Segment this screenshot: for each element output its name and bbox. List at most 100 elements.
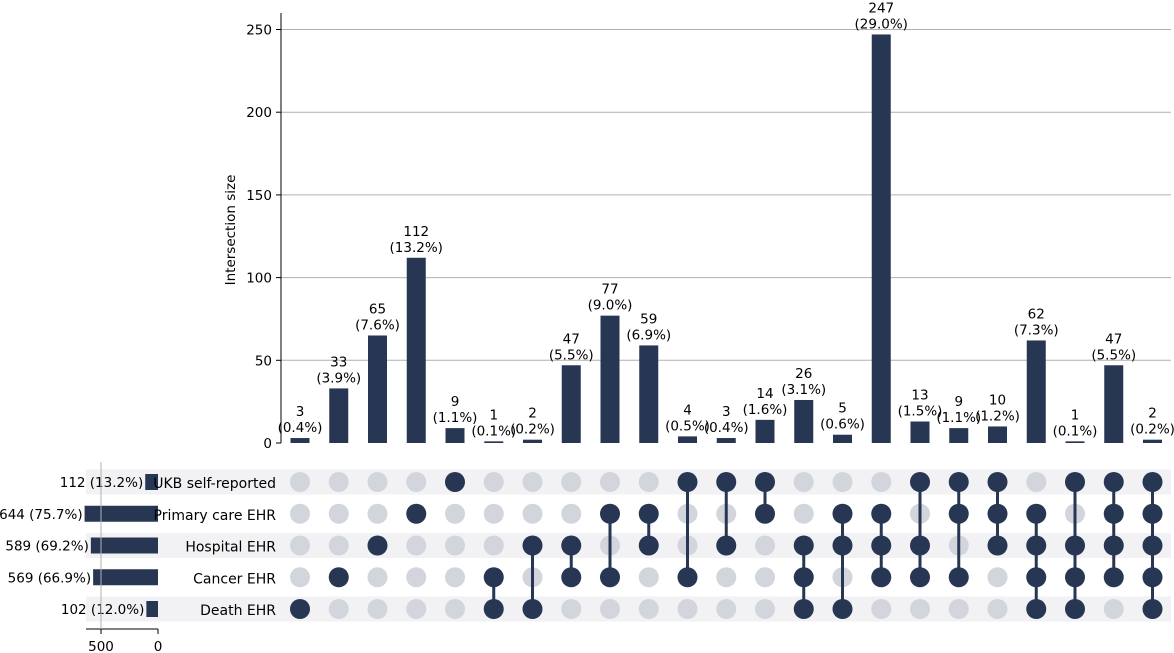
matrix-dot-active: [1142, 567, 1163, 588]
bar-count-label: 33: [330, 354, 347, 370]
matrix-dot-active: [948, 472, 969, 492]
matrix-dot-inactive: [290, 535, 310, 556]
bar-percent-label: (1.6%): [743, 402, 788, 418]
matrix-dot-inactive: [871, 472, 892, 492]
y-tick-label: 0: [263, 436, 272, 452]
set-name-label: Primary care EHR: [154, 508, 277, 524]
matrix-dot-active: [290, 599, 310, 619]
matrix-dot-inactive: [445, 599, 465, 619]
bar-count-label: 13: [911, 387, 928, 403]
matrix-dot-inactive: [638, 567, 659, 588]
matrix-dot-active: [600, 503, 620, 524]
matrix-dot-active: [561, 567, 582, 588]
bar-percent-label: (0.2%): [1130, 422, 1174, 438]
matrix-dot-active: [1065, 567, 1085, 588]
intersection-bar: [678, 436, 697, 443]
matrix-dot-active: [1142, 503, 1163, 524]
matrix-dot-active: [716, 472, 737, 492]
bar-percent-label: (13.2%): [390, 240, 443, 256]
bar-percent-label: (1.1%): [936, 410, 981, 426]
matrix-dot-active: [1026, 503, 1047, 524]
matrix-dot-inactive: [367, 567, 388, 588]
matrix-dot-active: [677, 567, 698, 588]
intersection-bar: [1104, 365, 1124, 443]
bar-count-label: 9: [451, 394, 460, 410]
set-size-tick-label: 500: [88, 639, 114, 653]
bar-count-label: 14: [756, 386, 773, 402]
intersection-bar: [600, 315, 620, 443]
matrix-dot-active: [832, 535, 853, 556]
matrix-dot-active: [832, 599, 853, 619]
bar-count-label: 3: [296, 404, 305, 420]
set-size-label: 569 (66.9%): [8, 570, 91, 586]
matrix-dot-inactive: [483, 535, 504, 556]
intersection-bar: [368, 335, 387, 443]
bar-percent-label: (0.2%): [510, 422, 555, 438]
bar-percent-label: (3.9%): [316, 370, 361, 386]
matrix-dot-inactive: [367, 599, 388, 619]
set-size-label: 644 (75.7%): [0, 507, 83, 523]
matrix-dot-active: [793, 535, 814, 556]
y-tick-label: 150: [246, 188, 272, 204]
bar-count-label: 59: [640, 311, 657, 327]
matrix-dot-active: [755, 472, 775, 492]
matrix-dot-inactive: [638, 599, 659, 619]
bar-percent-label: (1.2%): [975, 408, 1020, 424]
bar-percent-label: (0.5%): [665, 418, 710, 434]
matrix-dot-inactive: [522, 472, 543, 492]
matrix-dot-inactive: [290, 472, 310, 492]
matrix-dot-active: [1103, 535, 1124, 556]
matrix-dot-active: [328, 567, 349, 588]
matrix-dot-active: [1103, 567, 1124, 588]
matrix-dot-inactive: [948, 599, 969, 619]
y-tick-label: 100: [246, 271, 272, 287]
matrix-dot-active: [793, 599, 814, 619]
matrix-dot-active: [1026, 535, 1047, 556]
matrix-dot-inactive: [910, 599, 930, 619]
matrix-dot-active: [1026, 599, 1047, 619]
matrix-dot-active: [1103, 503, 1124, 524]
bar-count-label: 47: [563, 331, 580, 347]
set-size-tick-label: 0: [154, 639, 163, 653]
set-size-bar: [93, 569, 158, 586]
matrix-dot-active: [1065, 535, 1085, 556]
intersection-bar: [910, 421, 930, 443]
matrix-dot-active: [987, 535, 1008, 556]
bar-count-label: 62: [1028, 306, 1045, 322]
matrix-dot-inactive: [832, 472, 853, 492]
matrix-dot-inactive: [406, 472, 427, 492]
matrix-dot-inactive: [1026, 472, 1047, 492]
intersection-bar: [290, 438, 310, 443]
set-size-bar: [146, 601, 158, 617]
intersection-bar: [445, 428, 465, 443]
matrix-dot-inactive: [328, 472, 349, 492]
bar-count-label: 3: [722, 404, 731, 420]
matrix-dot-active: [910, 535, 930, 556]
matrix-dot-inactive: [561, 472, 582, 492]
matrix-dot-inactive: [445, 503, 465, 524]
intersection-bar: [871, 34, 891, 443]
bar-percent-label: (0.4%): [278, 420, 323, 436]
matrix-dot-active: [677, 472, 698, 492]
bar-percent-label: (5.5%): [549, 347, 594, 363]
intersection-bar: [484, 441, 504, 443]
matrix-dot-active: [483, 599, 504, 619]
set-name-label: UKB self-reported: [153, 476, 276, 492]
bar-percent-label: (9.0%): [588, 298, 633, 314]
set-size-bar: [145, 474, 158, 490]
matrix-dot-inactive: [367, 472, 388, 492]
bar-count-label: 9: [954, 394, 963, 410]
intersection-bar: [833, 434, 852, 443]
bar-percent-label: (29.0%): [855, 16, 908, 32]
matrix-dot-active: [948, 503, 969, 524]
intersection-bar: [755, 419, 775, 443]
matrix-dot-active: [483, 567, 504, 588]
matrix-dot-active: [1142, 599, 1163, 619]
matrix-dot-inactive: [561, 599, 582, 619]
bar-count-label: 5: [838, 401, 847, 417]
matrix-dot-inactive: [600, 472, 620, 492]
matrix-dot-active: [1103, 472, 1124, 492]
set-size-label: 589 (69.2%): [5, 539, 88, 555]
matrix-dot-inactive: [638, 472, 659, 492]
bar-count-label: 10: [989, 392, 1006, 408]
